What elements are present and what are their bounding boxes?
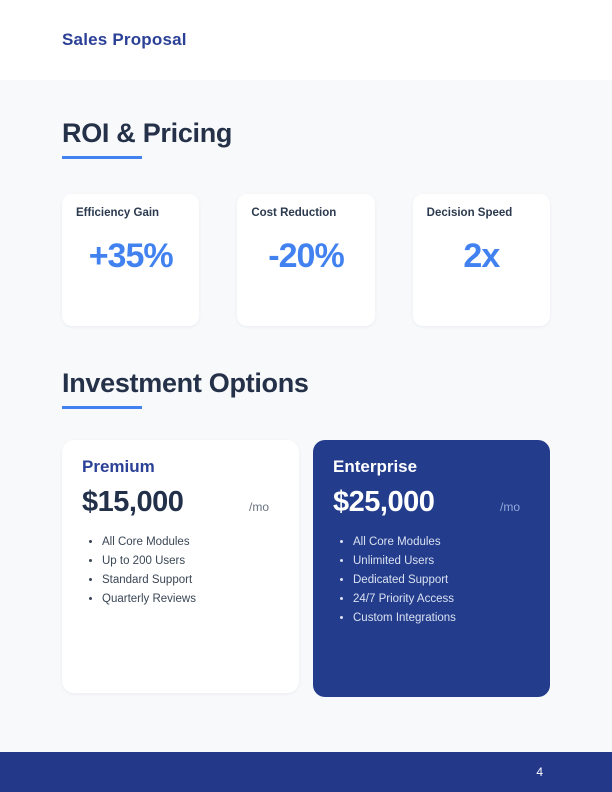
stat-card-efficiency: Efficiency Gain +35% [62,194,200,326]
plan-feature: All Core Modules [353,533,530,552]
plan-feature: Dedicated Support [353,571,530,590]
document-header: Sales Proposal [0,0,612,80]
plan-feature: Custom Integrations [353,609,530,628]
plan-name: Premium [82,457,155,476]
price-row: $25,000 /mo [333,486,530,519]
roi-pricing-section: ROI & Pricing Efficiency Gain +35% Cost … [62,118,550,326]
plan-period: /mo [499,500,520,514]
plan-feature: All Core Modules [102,533,279,552]
plan-feature: Quarterly Reviews [102,590,279,609]
plan-feature: Standard Support [102,571,279,590]
page-footer: 4 [0,752,612,792]
stat-value: 2x [463,237,500,275]
stat-card-speed: Decision Speed 2x [412,194,550,326]
stats-row: Efficiency Gain +35% Cost Reduction -20%… [62,194,550,326]
plan-period: /mo [248,500,269,514]
plan-card-premium: Premium $15,000 /mo All Core Modules Up … [62,440,299,693]
stat-card-cost: Cost Reduction -20% [237,194,375,326]
stat-label: Efficiency Gain [76,207,160,219]
roi-section-heading: ROI & Pricing [62,118,233,148]
plan-feature: Up to 200 Users [102,552,279,571]
stat-value: +35% [88,237,174,275]
document-title: Sales Proposal [62,30,187,49]
plan-price: $25,000 [333,486,435,518]
plan-price: $15,000 [82,486,184,518]
investment-section-heading: Investment Options [62,368,309,398]
heading-accent-rule [62,406,142,409]
plan-feature: 24/7 Priority Access [353,590,530,609]
page-number: 4 [536,765,543,779]
plan-name: Enterprise [333,457,418,476]
plan-card-enterprise: Enterprise $25,000 /mo All Core Modules … [313,440,550,697]
heading-accent-rule [62,156,142,159]
plans-row: Premium $15,000 /mo All Core Modules Up … [62,440,550,697]
stat-value: -20% [268,237,344,275]
plan-features-list: All Core Modules Up to 200 Users Standar… [82,533,279,609]
stat-label: Cost Reduction [251,207,337,219]
page-content: ROI & Pricing Efficiency Gain +35% Cost … [0,118,612,697]
investment-options-section: Investment Options Premium $15,000 /mo A… [62,368,550,697]
plan-features-list: All Core Modules Unlimited Users Dedicat… [333,533,530,628]
plan-feature: Unlimited Users [353,552,530,571]
stat-label: Decision Speed [426,207,513,219]
price-row: $15,000 /mo [82,486,279,519]
